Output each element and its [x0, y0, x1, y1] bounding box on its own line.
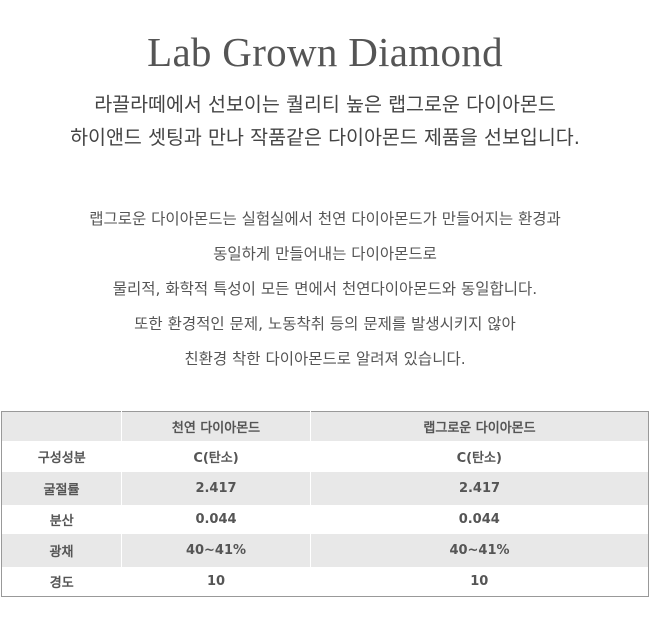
description-line: 동일하게 만들어내는 다이아몬드로	[213, 245, 437, 263]
description-line: 물리적, 화학적 특성이 모든 면에서 천연다이아몬드와 동일합니다.	[112, 280, 538, 298]
table-header-row: 천연 다이아몬드 랩그로운 다이아몬드	[1, 411, 649, 441]
header-cell: 랩그로운 다이아몬드	[310, 411, 649, 441]
table-row: 굴절률 2.417 2.417	[1, 472, 649, 505]
comparison-table: 천연 다이아몬드 랩그로운 다이아몬드 구성성분 C(탄소) C(탄소) 굴절률…	[1, 411, 649, 597]
table-cell: 10	[206, 574, 226, 589]
header-cell	[1, 411, 122, 441]
row-label: 굴절률	[1, 472, 122, 505]
table-cell: 0.044	[458, 512, 500, 527]
table-row: 분산 0.044 0.044	[2, 505, 649, 534]
row-label: 경도	[49, 576, 74, 591]
header-cell: 천연 다이아몬드	[121, 411, 311, 441]
table-row: 경도 10 10	[2, 567, 649, 597]
row-label: 광채	[1, 534, 122, 567]
page-title: Lab Grown Diamond	[147, 29, 503, 75]
table-cell: 2.417	[310, 472, 649, 505]
description-line: 친환경 착한 다이아몬드로 알려져 있습니다.	[184, 350, 466, 368]
subtitle-line: 하이앤드 셋팅과 만나 작품같은 다이아몬드 제품을 선보입니다.	[70, 126, 580, 149]
subtitle-line: 라끌라떼에서 선보이는 퀄리티 높은 랩그로운 다이아몬드	[94, 93, 556, 116]
table-cell: C(탄소)	[193, 451, 239, 466]
table-cell: 0.044	[195, 512, 237, 527]
description: 랩그로운 다이아몬드는 실험실에서 천연 다이아몬드가 만들어지는 환경과 동일…	[0, 202, 650, 377]
table-cell: 40~41%	[310, 534, 649, 567]
subtitle: 라끌라떼에서 선보이는 퀄리티 높은 랩그로운 다이아몬드 하이앤드 셋팅과 만…	[0, 88, 650, 154]
description-line: 또한 환경적인 문제, 노동착취 등의 문제를 발생시키지 않아	[134, 315, 516, 333]
description-line: 랩그로운 다이아몬드는 실험실에서 천연 다이아몬드가 만들어지는 환경과	[89, 210, 561, 228]
row-label: 분산	[49, 514, 74, 529]
table-cell: 2.417	[121, 472, 311, 505]
table-cell: C(탄소)	[456, 451, 502, 466]
table-row: 광채 40~41% 40~41%	[1, 534, 649, 567]
table-cell: 40~41%	[121, 534, 311, 567]
table-cell: 10	[470, 574, 489, 589]
table-row: 구성성분 C(탄소) C(탄소)	[2, 441, 649, 472]
row-label: 구성성분	[37, 451, 86, 466]
